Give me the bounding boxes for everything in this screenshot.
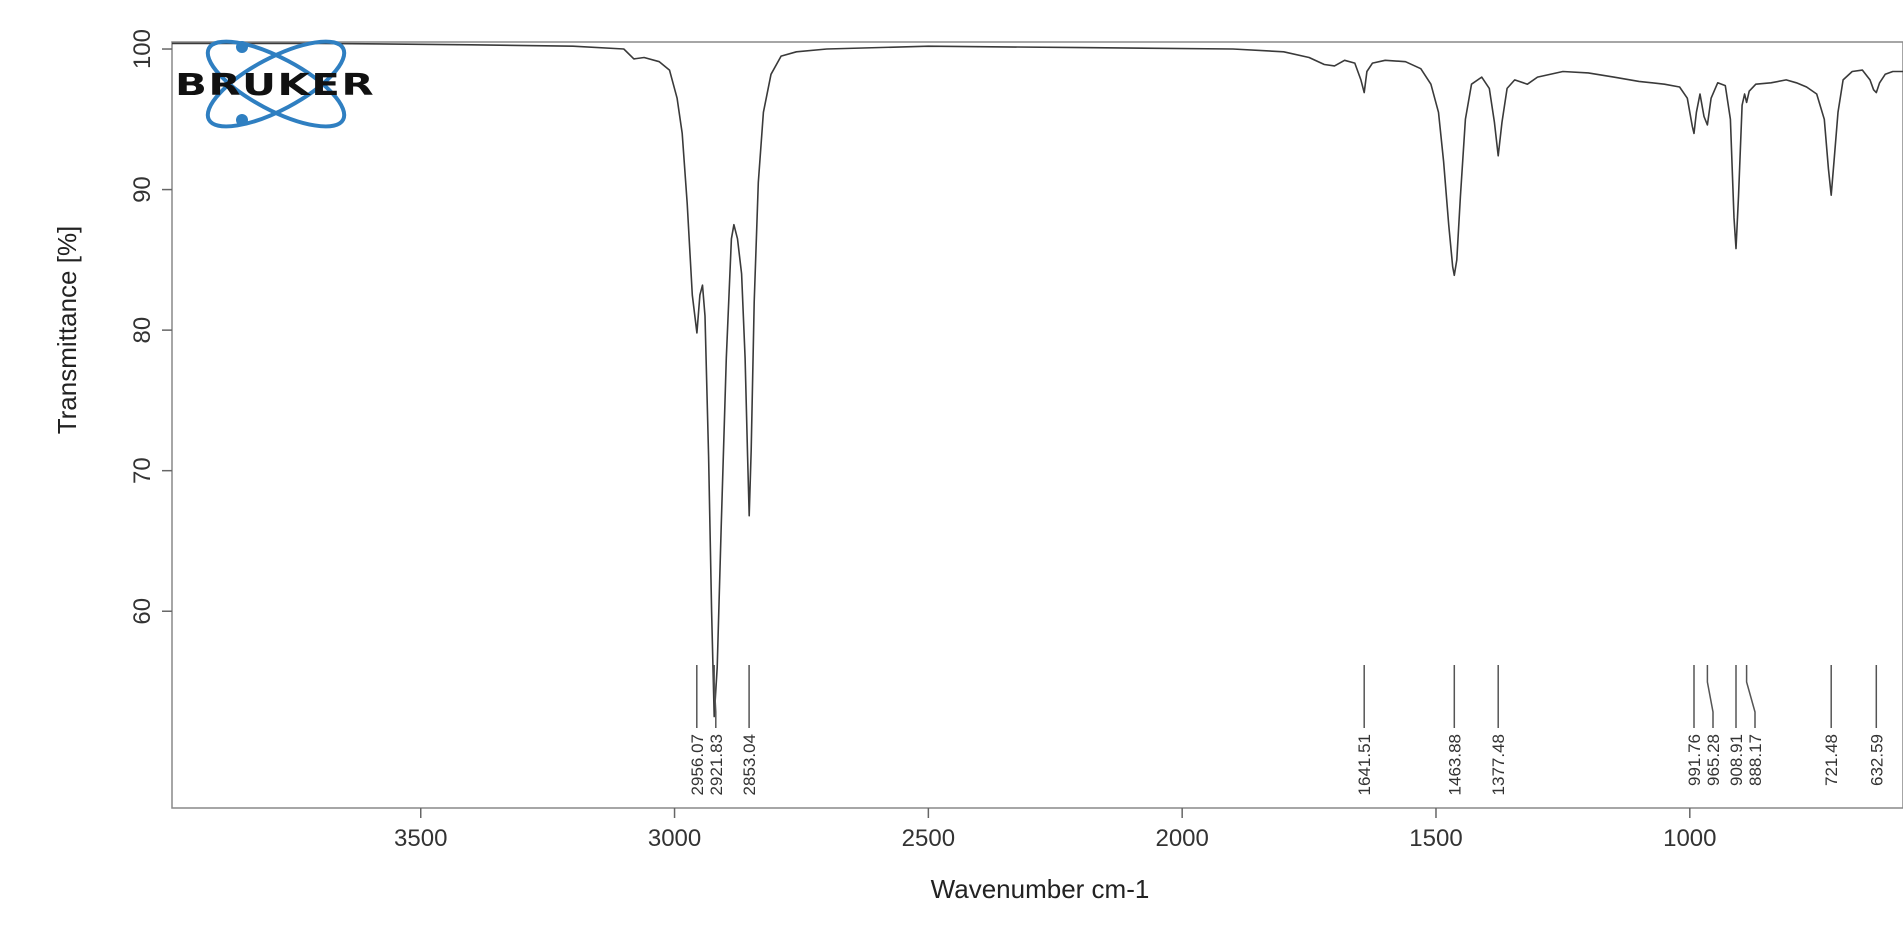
peak-label: 721.48 xyxy=(1822,734,1841,786)
peak-label: 1377.48 xyxy=(1489,734,1508,795)
peak-label: 991.76 xyxy=(1685,734,1704,786)
peak-marker-line xyxy=(713,665,717,728)
peak-label: 1463.88 xyxy=(1445,734,1464,795)
x-axis-ticks: 3500 3000 2500 2000 1500 1000 xyxy=(394,808,1716,852)
y-tick-label: 100 xyxy=(129,29,156,69)
peak-label: 632.59 xyxy=(1867,734,1886,786)
peak-markers: 2956.07 2921.83 2853.04 1641.51 1463.88 1377.… xyxy=(688,665,1886,795)
y-axis-title: Transmittance [%] xyxy=(52,226,82,435)
orbit-ring-1 xyxy=(205,39,347,129)
spectrum-layer xyxy=(172,42,1903,718)
peak-label: 2956.07 xyxy=(688,734,707,795)
x-tick-label: 1500 xyxy=(1409,825,1462,852)
y-tick-label: 70 xyxy=(129,457,156,484)
x-tick-label: 2000 xyxy=(1155,825,1208,852)
x-axis-title: Wavenumber cm-1 xyxy=(931,874,1150,904)
plot-frame xyxy=(171,41,1903,809)
orbit-dot-bottom xyxy=(236,114,248,126)
peak-label: 888.17 xyxy=(1746,734,1765,786)
peak-label: 965.28 xyxy=(1704,734,1723,786)
atom-orbit-icon xyxy=(205,39,347,129)
orbit-ring-2 xyxy=(205,39,347,129)
orbit-dot-top xyxy=(236,41,248,53)
y-tick-label: 60 xyxy=(129,598,156,625)
x-tick-label: 2500 xyxy=(902,825,955,852)
y-tick-label: 80 xyxy=(129,317,156,344)
peak-label: 908.91 xyxy=(1727,734,1746,786)
bruker-logo: BRUKER xyxy=(175,39,375,129)
peak-label: 1641.51 xyxy=(1355,734,1374,795)
peak-marker-line xyxy=(1745,665,1756,728)
peak-marker-line xyxy=(1706,665,1714,728)
logo-text: BRUKER xyxy=(175,68,375,103)
y-axis-ticks: 100 90 80 70 60 xyxy=(129,29,172,625)
spectrum-line xyxy=(172,42,1903,718)
x-tick-label: 1000 xyxy=(1663,825,1716,852)
x-tick-label: 3500 xyxy=(394,825,447,852)
y-tick-label: 90 xyxy=(129,176,156,203)
peak-label: 2853.04 xyxy=(740,734,759,795)
x-tick-label: 3000 xyxy=(648,825,701,852)
peak-label: 2921.83 xyxy=(707,734,726,795)
